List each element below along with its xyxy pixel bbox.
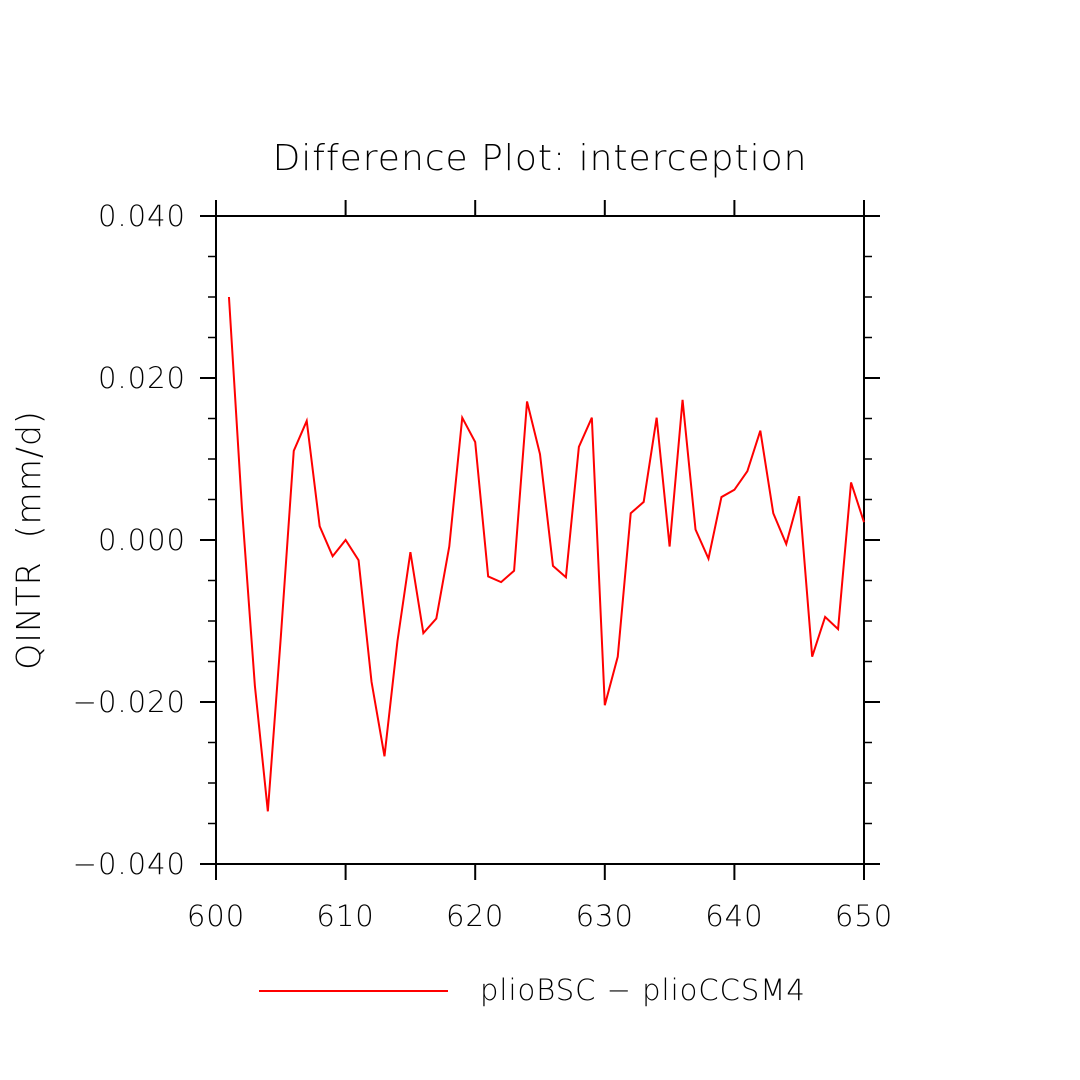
x-tick-label: 610	[316, 899, 374, 933]
y-axis-ticks	[200, 215, 880, 865]
series-line	[227, 296, 865, 812]
x-axis-tick-labels: 600 610 620 630 640 650	[187, 899, 893, 933]
y-tick-label: −0.040	[73, 847, 186, 881]
x-axis-ticks	[215, 200, 865, 880]
y-tick-label: 0.000	[98, 523, 186, 557]
series-group	[227, 296, 865, 812]
legend: plioBSC − plioCCSM4	[259, 973, 806, 1007]
y-tick-label: −0.020	[73, 685, 186, 719]
chart-title: Difference Plot: interception	[273, 138, 808, 179]
x-tick-label: 620	[446, 899, 504, 933]
y-tick-label: 0.040	[98, 199, 186, 233]
legend-label: plioBSC − plioCCSM4	[480, 973, 806, 1007]
y-axis-tick-labels: 0.040 0.020 0.000 −0.020 −0.040	[73, 199, 186, 881]
x-tick-label: 600	[187, 899, 245, 933]
plot-frame	[215, 215, 865, 865]
y-axis-label: QINTR (mm/d)	[9, 410, 48, 670]
x-tick-label: 650	[835, 899, 893, 933]
y-tick-label: 0.020	[98, 361, 186, 395]
x-tick-label: 630	[576, 899, 634, 933]
x-tick-label: 640	[705, 899, 763, 933]
